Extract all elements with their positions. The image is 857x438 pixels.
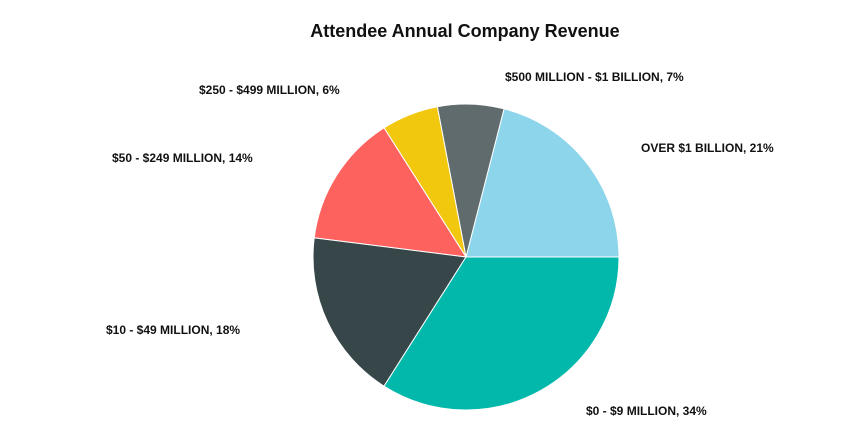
slice-label-250-499-million: $250 - $499 MILLION, 6%: [199, 83, 340, 97]
slice-label-0-9-million: $0 - $9 MILLION, 34%: [586, 404, 707, 418]
slice-label-over-1-billion: OVER $1 BILLION, 21%: [641, 141, 774, 155]
pie-slices: [312, 103, 620, 411]
slice-labels: OVER $1 BILLION, 21% $0 - $9 MILLION, 34%…: [106, 70, 774, 418]
pie-slice-10-49-million[interactable]: [312, 237, 467, 387]
pie-slice-0-9-million[interactable]: [383, 256, 620, 411]
pie-slice-50-249-million[interactable]: [313, 127, 467, 258]
slice-label-10-49-million: $10 - $49 MILLION, 18%: [106, 323, 240, 337]
slice-label-50-249-million: $50 - $249 MILLION, 14%: [112, 151, 253, 165]
slice-label-500-million-1-billion: $500 MILLION - $1 BILLION, 7%: [505, 70, 684, 84]
chart-title: Attendee Annual Company Revenue: [310, 21, 619, 41]
pie-slice-over-1-billion[interactable]: [465, 108, 620, 258]
